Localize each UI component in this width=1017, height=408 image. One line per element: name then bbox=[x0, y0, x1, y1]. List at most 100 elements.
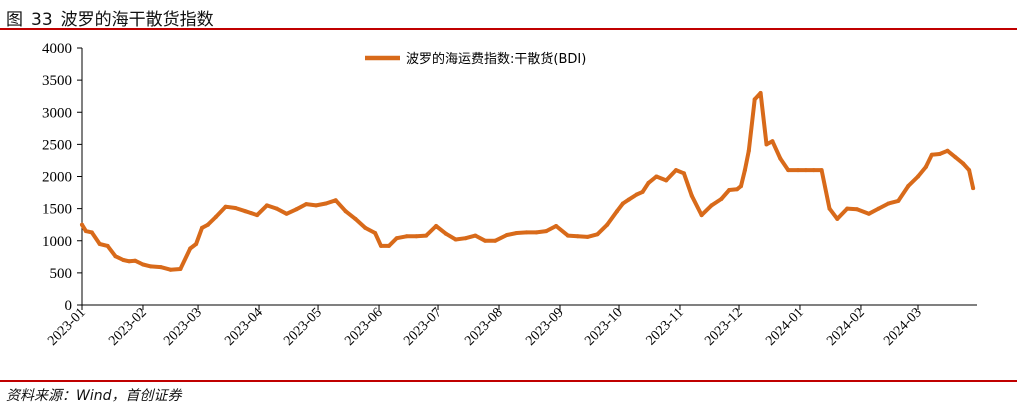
data-point bbox=[595, 232, 600, 237]
x-tick-label: 2023-08 bbox=[462, 305, 506, 349]
data-point bbox=[343, 209, 348, 214]
data-point bbox=[615, 209, 619, 214]
data-point bbox=[554, 224, 559, 228]
x-tick-label: 2023-05 bbox=[281, 305, 325, 349]
y-tick-label: 4000 bbox=[42, 41, 72, 57]
figure-title: 图 33 波罗的海干散货指数 bbox=[6, 5, 214, 30]
data-point bbox=[127, 259, 132, 264]
data-point bbox=[158, 265, 163, 270]
data-point bbox=[626, 197, 631, 202]
data-point bbox=[758, 91, 763, 95]
data-point bbox=[284, 211, 289, 216]
data-point bbox=[80, 222, 84, 227]
x-tick-label: 2023-06 bbox=[342, 305, 386, 349]
data-point bbox=[213, 215, 218, 219]
x-tick-label: 2023-12 bbox=[702, 305, 746, 349]
data-point bbox=[453, 237, 458, 242]
data-point bbox=[709, 203, 714, 208]
data-point bbox=[819, 168, 824, 173]
data-point bbox=[937, 152, 942, 156]
data-point bbox=[178, 267, 183, 271]
data-point bbox=[961, 161, 966, 166]
data-point bbox=[233, 206, 238, 210]
data-point bbox=[323, 201, 328, 206]
data-point bbox=[443, 231, 448, 236]
data-point bbox=[945, 148, 950, 153]
data-point bbox=[876, 206, 881, 211]
x-tick-label: 2024-01 bbox=[763, 305, 807, 349]
source-divider bbox=[0, 380, 1017, 382]
data-point bbox=[866, 211, 871, 216]
data-point bbox=[249, 211, 254, 216]
data-point bbox=[746, 148, 751, 153]
source-note: 资料来源：Wind，首创证券 bbox=[6, 388, 182, 404]
data-point bbox=[141, 262, 145, 267]
x-tick-label: 2023-11 bbox=[644, 305, 687, 348]
data-point bbox=[803, 168, 808, 173]
data-point bbox=[752, 97, 757, 102]
data-point bbox=[565, 233, 570, 238]
x-tick-label: 2023-04 bbox=[222, 305, 266, 349]
data-point bbox=[971, 186, 976, 191]
data-point bbox=[148, 264, 153, 269]
data-point bbox=[605, 222, 610, 227]
data-point bbox=[953, 155, 958, 160]
data-point bbox=[504, 233, 509, 237]
data-point bbox=[646, 180, 651, 185]
chart-axes bbox=[81, 48, 977, 306]
data-point bbox=[188, 246, 193, 251]
figure-title-text: 波罗的海干散货指数 bbox=[60, 10, 214, 30]
data-point bbox=[314, 203, 319, 208]
data-point bbox=[835, 216, 840, 221]
y-tick-label: 1000 bbox=[42, 234, 72, 250]
data-point bbox=[640, 189, 645, 194]
data-point bbox=[514, 231, 519, 235]
data-point bbox=[811, 168, 816, 173]
legend-label: 波罗的海运费指数:干散货(BDI) bbox=[406, 51, 586, 67]
data-point bbox=[255, 213, 260, 218]
data-point bbox=[473, 233, 478, 238]
data-point bbox=[83, 229, 88, 234]
data-point bbox=[634, 192, 639, 197]
data-point bbox=[916, 174, 920, 179]
title-divider bbox=[0, 28, 1017, 30]
data-point bbox=[89, 230, 94, 235]
data-point bbox=[886, 201, 891, 206]
data-point bbox=[404, 234, 409, 239]
data-point bbox=[796, 168, 800, 173]
x-tick-label: 2024-02 bbox=[824, 305, 868, 349]
data-point bbox=[896, 198, 901, 203]
data-point bbox=[544, 229, 549, 234]
y-tick-label: 3500 bbox=[42, 73, 72, 89]
data-point bbox=[664, 178, 669, 183]
data-point bbox=[524, 230, 529, 235]
data-point bbox=[727, 188, 732, 192]
data-point bbox=[967, 168, 972, 173]
data-point bbox=[620, 201, 625, 206]
y-tick-label: 0 bbox=[65, 298, 73, 314]
data-point bbox=[923, 164, 928, 169]
data-point bbox=[243, 209, 248, 214]
data-point bbox=[855, 207, 859, 212]
data-point bbox=[827, 206, 832, 211]
data-point bbox=[333, 198, 338, 203]
data-point bbox=[575, 234, 580, 239]
figure-label: 图 bbox=[6, 10, 23, 30]
data-point bbox=[205, 222, 210, 227]
data-point bbox=[534, 230, 539, 235]
data-point bbox=[424, 233, 429, 238]
data-point bbox=[786, 168, 791, 173]
data-point bbox=[379, 243, 383, 248]
data-point bbox=[363, 225, 368, 230]
data-point bbox=[264, 203, 269, 208]
data-point bbox=[742, 168, 747, 173]
data-point bbox=[373, 231, 378, 235]
data-point bbox=[414, 234, 419, 239]
data-point bbox=[493, 238, 498, 243]
figure-number: 33 bbox=[31, 10, 53, 30]
x-tick-label: 2023-10 bbox=[582, 305, 626, 349]
x-tick-label: 2023-09 bbox=[523, 305, 567, 349]
series-line bbox=[80, 91, 976, 272]
data-point bbox=[353, 216, 358, 221]
data-point bbox=[434, 224, 439, 228]
